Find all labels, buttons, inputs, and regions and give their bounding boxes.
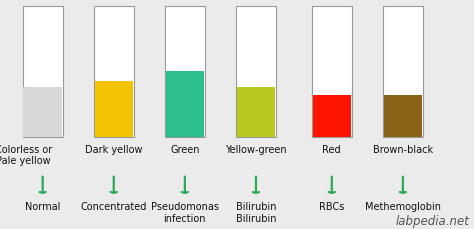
Bar — [311, 7, 352, 137]
Text: Pseudomonas
infection: Pseudomonas infection — [151, 202, 219, 223]
Text: Bilirubin
Bilirubin: Bilirubin Bilirubin — [236, 202, 276, 223]
Text: Brown-black: Brown-black — [373, 144, 433, 154]
Bar — [94, 82, 133, 137]
Text: Concentrated: Concentrated — [81, 202, 147, 211]
Bar — [93, 7, 134, 137]
Bar — [165, 7, 205, 137]
Bar — [313, 95, 351, 137]
Bar — [237, 87, 275, 137]
Text: Green: Green — [170, 144, 200, 154]
Bar — [22, 7, 63, 137]
Text: Normal: Normal — [25, 202, 60, 211]
Bar — [236, 7, 276, 137]
Text: Colorless or
Pale yellow: Colorless or Pale yellow — [0, 144, 52, 166]
Text: RBCs: RBCs — [319, 202, 345, 211]
Bar — [383, 95, 422, 137]
Text: Yellow-green: Yellow-green — [225, 144, 287, 154]
Text: Dark yellow: Dark yellow — [85, 144, 143, 154]
Bar — [383, 7, 423, 137]
Bar — [166, 72, 204, 137]
Text: labpedia.net: labpedia.net — [395, 214, 469, 227]
Text: Red: Red — [322, 144, 341, 154]
Text: Methemoglobin: Methemoglobin — [365, 202, 441, 211]
Bar — [23, 87, 62, 137]
